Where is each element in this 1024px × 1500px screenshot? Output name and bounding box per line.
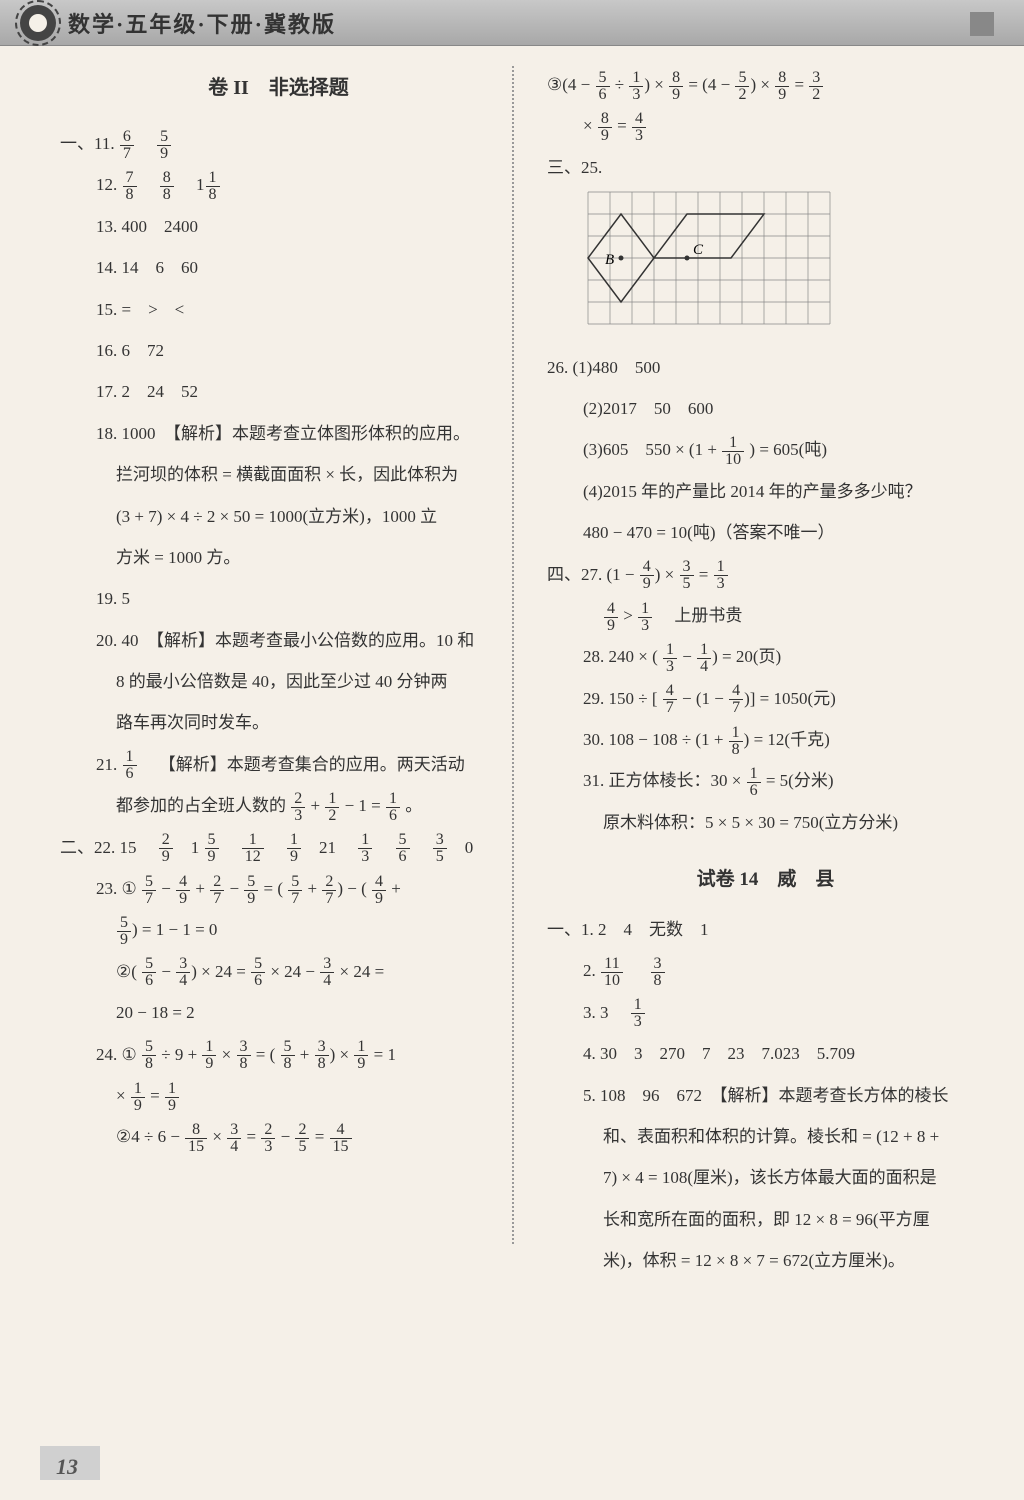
q24: 24. ① 58 ÷ 9 + 19 × 38 = ( 58 + 38) × 19… xyxy=(60,1036,497,1073)
q31-l2: 原木料体积：5 × 5 × 30 = 750(立方分米) xyxy=(547,804,984,841)
t14-1: 一、1. 2 4 无数 1 xyxy=(547,911,984,948)
frac: 67 xyxy=(120,129,134,162)
content-area: 卷 II 非选择题 一、11. 67 59 12. 78 88 118 13. … xyxy=(0,46,1024,1304)
gear-icon xyxy=(20,5,56,41)
test14-title: 试卷 14 威 县 xyxy=(547,859,984,901)
t14-2: 2. 1110 38 xyxy=(547,952,984,989)
q30: 30. 108 − 108 ÷ (1 + 18) = 12(千克) xyxy=(547,721,984,758)
q26-1: 26. (1)480 500 xyxy=(547,349,984,386)
q11-prefix: 一、11. xyxy=(60,134,115,153)
q23b-l2: 20 − 18 = 2 xyxy=(60,994,497,1031)
q19: 19. 5 xyxy=(60,580,497,617)
q3c: ③(4 − 56 ÷ 13) × 89 = (4 − 52) × 89 = 32 xyxy=(547,66,984,103)
t14-5-l5: 米)，体积 = 12 × 8 × 7 = 672(立方厘米)。 xyxy=(547,1242,984,1279)
q27: 四、27. (1 − 49) × 35 = 13 xyxy=(547,556,984,593)
q24b: ②4 ÷ 6 − 815 × 34 = 23 − 25 = 415 xyxy=(60,1118,497,1155)
q20-l1: 20. 40 【解析】本题考查最小公倍数的应用。10 和 xyxy=(60,622,497,659)
q20-l3: 路车再次同时发车。 xyxy=(60,704,497,741)
q24-l2: × 19 = 19 xyxy=(60,1077,497,1114)
q25-label: 三、25. xyxy=(547,149,984,186)
t14-5-l4: 长和宽所在面的面积，即 12 × 8 = 96(平方厘 xyxy=(547,1201,984,1238)
t14-5-l1: 5. 108 96 672 【解析】本题考查长方体的棱长 xyxy=(547,1077,984,1114)
page-number: 13 xyxy=(56,1454,78,1480)
q11: 一、11. 67 59 xyxy=(60,125,497,162)
header-title: 数学·五年级·下册·冀教版 xyxy=(68,7,336,39)
q23-l2: 59) = 1 − 1 = 0 xyxy=(60,911,497,948)
svg-text:B: B xyxy=(605,252,614,268)
q16: 16. 6 72 xyxy=(60,332,497,369)
q26-4a: (4)2015 年的产量比 2014 年的产量多多少吨？ xyxy=(547,473,984,510)
t14-3: 3. 3 13 xyxy=(547,994,984,1031)
q22: 二、22. 15 29 1 59 112 19 21 13 56 35 0 xyxy=(60,829,497,866)
q13: 13. 400 2400 xyxy=(60,208,497,245)
q15: 15. = > < xyxy=(60,291,497,328)
t14-5-l3: 7) × 4 = 108(厘米)，该长方体最大面的面积是 xyxy=(547,1159,984,1196)
t14-4: 4. 30 3 270 7 23 7.023 5.709 xyxy=(547,1035,984,1072)
section-title: 卷 II 非选择题 xyxy=(60,66,497,110)
q14: 14. 14 6 60 xyxy=(60,249,497,286)
q31: 31. 正方体棱长：30 × 16 = 5(分米) xyxy=(547,762,984,799)
q26-3: (3)605 550 × (1 + 110 ) = 605(吨) xyxy=(547,431,984,468)
q18-l4: 方米 = 1000 方。 xyxy=(60,539,497,576)
q26-2: (2)2017 50 600 xyxy=(547,390,984,427)
frac: 59 xyxy=(157,129,171,162)
q12: 12. 78 88 118 xyxy=(60,166,497,203)
q18-l2: 拦河坝的体积 = 横截面面积 × 长，因此体积为 xyxy=(60,456,497,493)
q21-l2: 都参加的占全班人数的 23 + 12 − 1 = 16 。 xyxy=(60,787,497,824)
q3c-l2: × 89 = 43 xyxy=(547,107,984,144)
t14-5-l2: 和、表面积和体积的计算。棱长和 = (12 + 8 + xyxy=(547,1118,984,1155)
page-header: 数学·五年级·下册·冀教版 xyxy=(0,0,1024,46)
q23b: ②( 56 − 34) × 24 = 56 × 24 − 34 × 24 = xyxy=(60,953,497,990)
q17: 17. 2 24 52 xyxy=(60,373,497,410)
q20-l2: 8 的最小公倍数是 40，因此至少过 40 分钟两 xyxy=(60,663,497,700)
right-column: ③(4 − 56 ÷ 13) × 89 = (4 − 52) × 89 = 32… xyxy=(522,66,984,1284)
header-right-icon xyxy=(970,12,994,36)
q21: 21. 16 【解析】本题考查集合的应用。两天活动 xyxy=(60,746,497,783)
q18-l1: 18. 1000 【解析】本题考查立体图形体积的应用。 xyxy=(60,415,497,452)
q28: 28. 240 × ( 13 − 14) = 20(页) xyxy=(547,638,984,675)
grid-svg: BC xyxy=(587,191,831,325)
svg-text:C: C xyxy=(693,242,704,258)
left-column: 卷 II 非选择题 一、11. 67 59 12. 78 88 118 13. … xyxy=(60,66,522,1284)
q23: 23. ① 57 − 49 + 27 − 59 = ( 57 + 27) − (… xyxy=(60,870,497,907)
column-divider xyxy=(512,66,514,1244)
q27-l2: 49 > 13 上册书贵 xyxy=(547,597,984,634)
q29: 29. 150 ÷ [ 47 − (1 − 47)] = 1050(元) xyxy=(547,680,984,717)
q18-l3: (3 + 7) × 4 ÷ 2 × 50 = 1000(立方米)，1000 立 xyxy=(60,498,497,535)
q26-4b: 480 − 470 = 10(吨)（答案不唯一） xyxy=(547,514,984,551)
grid-diagram: BC xyxy=(587,191,984,338)
